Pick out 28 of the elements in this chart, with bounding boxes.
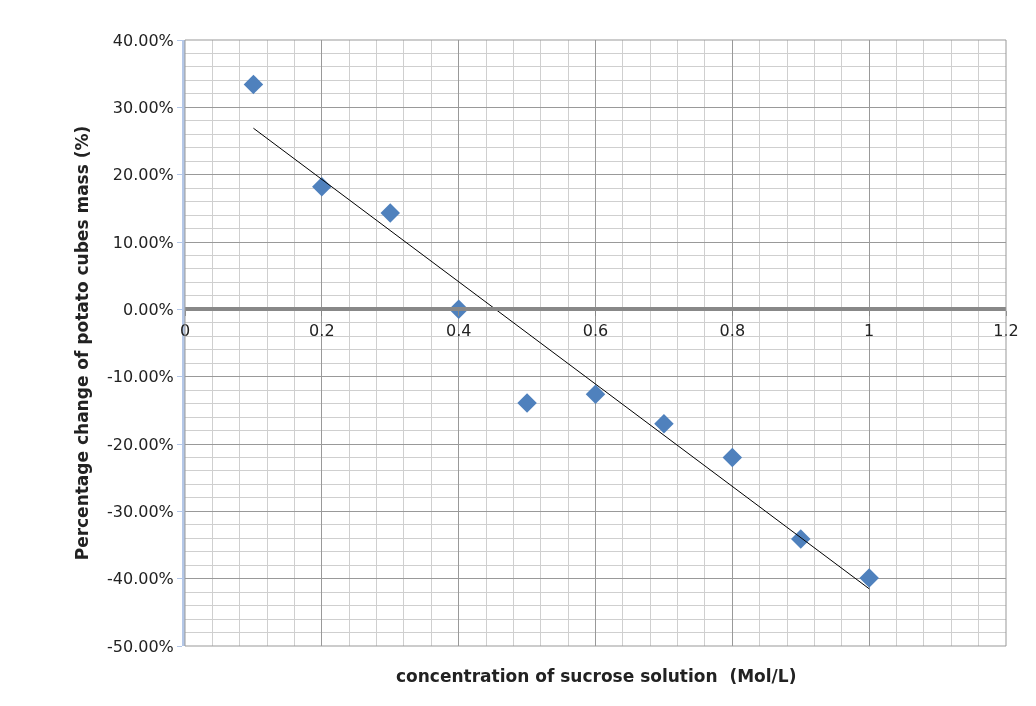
x-axis-title: concentration of sucrose solution (Mol/L) bbox=[396, 666, 797, 686]
point bbox=[791, 529, 811, 549]
y-tick-label: 30.00% bbox=[112, 97, 174, 117]
point bbox=[517, 393, 537, 413]
x-tick-label: 0.6 bbox=[582, 320, 609, 340]
y-tick-label: -10.00% bbox=[107, 367, 174, 387]
x-tick-label: 0 bbox=[179, 320, 191, 340]
y-tick-label: -40.00% bbox=[107, 569, 174, 589]
x-tick-label: 1.2 bbox=[993, 320, 1019, 340]
x-tick-label: 0.4 bbox=[445, 320, 472, 340]
point bbox=[722, 447, 743, 468]
y-tick-label: 0.00% bbox=[122, 299, 174, 319]
x-tick-label: 0.8 bbox=[719, 320, 746, 340]
point bbox=[380, 203, 400, 223]
y-axis-title: Percentage change of potato cubes mass (%) bbox=[71, 125, 92, 561]
y-tick-label: 20.00% bbox=[112, 165, 174, 185]
y-tick-label: 10.00% bbox=[112, 232, 174, 252]
point bbox=[585, 384, 606, 404]
x-tick-label: 1 bbox=[864, 320, 875, 340]
y-tick-label: -50.00% bbox=[107, 636, 174, 656]
y-tick-label: -20.00% bbox=[107, 434, 174, 454]
point bbox=[654, 414, 674, 434]
y-tick-label: -30.00% bbox=[107, 501, 174, 521]
y-tick-label: 40.00% bbox=[112, 30, 174, 50]
point bbox=[859, 568, 879, 588]
x-tick-label: 0.2 bbox=[309, 320, 335, 340]
point bbox=[312, 177, 332, 197]
point bbox=[243, 74, 264, 95]
